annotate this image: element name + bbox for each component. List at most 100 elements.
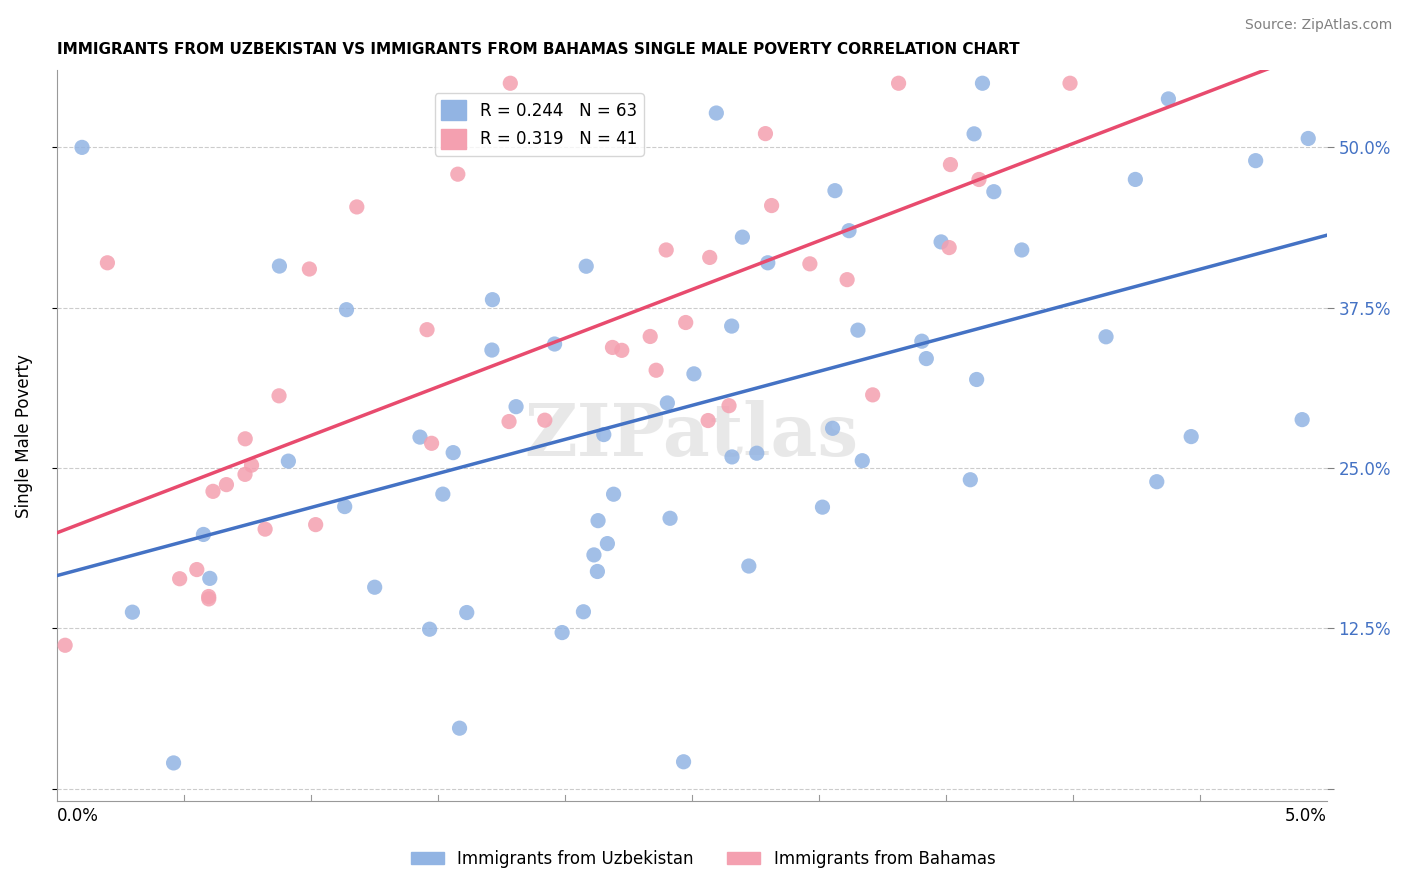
- Immigrants from Uzbekistan: [162, 756, 184, 770]
- Immigrants from Uzbekistan: [1180, 429, 1202, 443]
- Immigrants from Bahamas: [533, 413, 555, 427]
- Text: ZIPatlas: ZIPatlas: [524, 401, 859, 471]
- Immigrants from Uzbekistan: [481, 343, 503, 357]
- Immigrants from Bahamas: [96, 256, 118, 270]
- Immigrants from Uzbekistan: [983, 185, 1005, 199]
- Immigrants from Uzbekistan: [456, 606, 478, 620]
- Legend: Immigrants from Uzbekistan, Immigrants from Bahamas: Immigrants from Uzbekistan, Immigrants f…: [404, 844, 1002, 875]
- Immigrants from Bahamas: [233, 467, 256, 482]
- Immigrants from Uzbekistan: [972, 76, 994, 90]
- Immigrants from Uzbekistan: [966, 372, 988, 386]
- Immigrants from Uzbekistan: [277, 454, 299, 468]
- Immigrants from Bahamas: [420, 436, 443, 450]
- Immigrants from Bahamas: [169, 572, 191, 586]
- Immigrants from Uzbekistan: [963, 127, 986, 141]
- Immigrants from Uzbekistan: [572, 605, 595, 619]
- Immigrants from Bahamas: [1059, 76, 1081, 90]
- Immigrants from Uzbekistan: [1244, 153, 1267, 168]
- Immigrants from Uzbekistan: [846, 323, 869, 337]
- Immigrants from Bahamas: [346, 200, 368, 214]
- Immigrants from Uzbekistan: [1125, 172, 1147, 186]
- Text: Source: ZipAtlas.com: Source: ZipAtlas.com: [1244, 18, 1392, 32]
- Immigrants from Bahamas: [699, 251, 721, 265]
- Immigrants from Uzbekistan: [1011, 243, 1033, 257]
- Immigrants from Bahamas: [197, 590, 219, 604]
- Immigrants from Uzbekistan: [838, 224, 860, 238]
- Immigrants from Bahamas: [233, 432, 256, 446]
- Immigrants from Uzbekistan: [915, 351, 938, 366]
- Immigrants from Bahamas: [655, 243, 678, 257]
- Immigrants from Uzbekistan: [409, 430, 432, 444]
- Immigrants from Bahamas: [499, 76, 522, 90]
- Immigrants from Bahamas: [267, 389, 290, 403]
- Immigrants from Uzbekistan: [1291, 412, 1313, 426]
- Immigrants from Bahamas: [298, 262, 321, 277]
- Immigrants from Bahamas: [602, 341, 624, 355]
- Immigrants from Bahamas: [939, 158, 962, 172]
- Immigrants from Uzbekistan: [756, 256, 779, 270]
- Immigrants from Uzbekistan: [824, 184, 846, 198]
- Immigrants from Bahamas: [638, 329, 661, 343]
- Immigrants from Bahamas: [215, 477, 238, 491]
- Immigrants from Uzbekistan: [481, 293, 503, 307]
- Text: IMMIGRANTS FROM UZBEKISTAN VS IMMIGRANTS FROM BAHAMAS SINGLE MALE POVERTY CORREL: IMMIGRANTS FROM UZBEKISTAN VS IMMIGRANTS…: [56, 42, 1019, 57]
- Immigrants from Bahamas: [697, 413, 720, 427]
- Immigrants from Uzbekistan: [959, 473, 981, 487]
- Immigrants from Uzbekistan: [335, 302, 357, 317]
- Immigrants from Bahamas: [862, 388, 884, 402]
- Text: 0.0%: 0.0%: [56, 806, 98, 824]
- Legend: R = 0.244   N = 63, R = 0.319   N = 41: R = 0.244 N = 63, R = 0.319 N = 41: [434, 94, 644, 156]
- Immigrants from Bahamas: [938, 241, 960, 255]
- Immigrants from Uzbekistan: [821, 421, 844, 435]
- Immigrants from Uzbekistan: [1146, 475, 1168, 489]
- Immigrants from Bahamas: [761, 198, 783, 212]
- Immigrants from Uzbekistan: [333, 500, 356, 514]
- Immigrants from Uzbekistan: [596, 536, 619, 550]
- Immigrants from Uzbekistan: [683, 367, 706, 381]
- Immigrants from Uzbekistan: [721, 450, 744, 464]
- Immigrants from Uzbekistan: [586, 565, 609, 579]
- Immigrants from Uzbekistan: [1157, 92, 1180, 106]
- Immigrants from Uzbekistan: [586, 514, 609, 528]
- Immigrants from Uzbekistan: [731, 230, 754, 244]
- Immigrants from Uzbekistan: [720, 319, 742, 334]
- Immigrants from Uzbekistan: [738, 559, 761, 574]
- Immigrants from Uzbekistan: [70, 140, 93, 154]
- Immigrants from Uzbekistan: [672, 755, 695, 769]
- Immigrants from Bahamas: [887, 76, 910, 90]
- Immigrants from Bahamas: [718, 399, 741, 413]
- Immigrants from Uzbekistan: [543, 337, 565, 351]
- Immigrants from Bahamas: [305, 517, 328, 532]
- Immigrants from Bahamas: [967, 172, 990, 186]
- Immigrants from Uzbekistan: [657, 396, 679, 410]
- Immigrants from Uzbekistan: [582, 548, 605, 562]
- Immigrants from Uzbekistan: [592, 427, 614, 442]
- Immigrants from Uzbekistan: [911, 334, 934, 349]
- Immigrants from Bahamas: [645, 363, 668, 377]
- Immigrants from Uzbekistan: [811, 500, 834, 515]
- Immigrants from Uzbekistan: [505, 400, 527, 414]
- Immigrants from Uzbekistan: [551, 625, 574, 640]
- Immigrants from Bahamas: [254, 522, 277, 536]
- Immigrants from Bahamas: [754, 127, 776, 141]
- Immigrants from Uzbekistan: [441, 445, 464, 459]
- Immigrants from Uzbekistan: [704, 106, 727, 120]
- Immigrants from Bahamas: [186, 563, 208, 577]
- Immigrants from Uzbekistan: [659, 511, 682, 525]
- Immigrants from Bahamas: [675, 316, 697, 330]
- Immigrants from Bahamas: [201, 484, 224, 499]
- Immigrants from Uzbekistan: [363, 580, 385, 594]
- Immigrants from Uzbekistan: [575, 259, 598, 273]
- Immigrants from Uzbekistan: [419, 622, 441, 636]
- Immigrants from Uzbekistan: [269, 259, 291, 273]
- Immigrants from Uzbekistan: [193, 527, 215, 541]
- Immigrants from Bahamas: [610, 343, 633, 358]
- Y-axis label: Single Male Poverty: Single Male Poverty: [15, 354, 32, 518]
- Immigrants from Bahamas: [416, 323, 439, 337]
- Immigrants from Uzbekistan: [1095, 330, 1118, 344]
- Immigrants from Bahamas: [53, 638, 76, 652]
- Immigrants from Bahamas: [498, 415, 520, 429]
- Immigrants from Uzbekistan: [1296, 131, 1319, 145]
- Immigrants from Uzbekistan: [745, 446, 768, 460]
- Immigrants from Uzbekistan: [851, 454, 873, 468]
